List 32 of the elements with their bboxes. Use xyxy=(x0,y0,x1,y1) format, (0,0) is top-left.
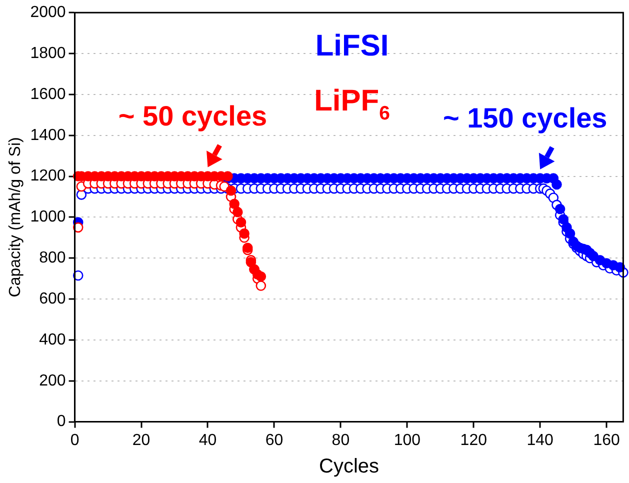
text: LiFSI xyxy=(315,30,389,63)
y-tick-label: 0 xyxy=(56,413,66,430)
annotation: ~ 150 cycles xyxy=(442,102,608,134)
point xyxy=(256,271,266,282)
point xyxy=(239,228,250,239)
x-tick-label: 120 xyxy=(460,432,488,449)
y-tick-label: 200 xyxy=(39,372,66,390)
x-tick-label: 60 xyxy=(265,432,284,449)
y-axis-title: Capacity (mAh/g of Si) xyxy=(7,137,24,298)
x-tick-label: 160 xyxy=(593,432,620,449)
x-tick-label: 0 xyxy=(70,432,80,449)
y-tick-label: 2000 xyxy=(30,4,66,22)
x-tick-label: 40 xyxy=(198,432,217,449)
y-tick-label: 1200 xyxy=(30,168,66,185)
point xyxy=(256,280,266,291)
point xyxy=(232,206,243,218)
point xyxy=(226,185,236,196)
y-tick-label: 1800 xyxy=(30,44,66,62)
x-tick-label: 80 xyxy=(332,432,350,449)
y-tick-label: 1400 xyxy=(30,126,66,144)
y-tick-label: 1000 xyxy=(30,208,66,226)
x-tick-label: 20 xyxy=(132,432,150,449)
point xyxy=(229,198,240,210)
y-tick-label: 600 xyxy=(39,290,66,308)
x-axis-title: Cycles xyxy=(318,456,380,478)
point xyxy=(236,217,246,228)
y-tick-label: 800 xyxy=(39,250,66,267)
x-tick-label: 140 xyxy=(526,432,554,449)
annotation: ~ 50 cycles xyxy=(118,100,268,132)
y-tick-label: 400 xyxy=(39,331,66,348)
x-tick-label: 100 xyxy=(394,432,421,449)
y-tick-label: 1600 xyxy=(30,86,66,103)
